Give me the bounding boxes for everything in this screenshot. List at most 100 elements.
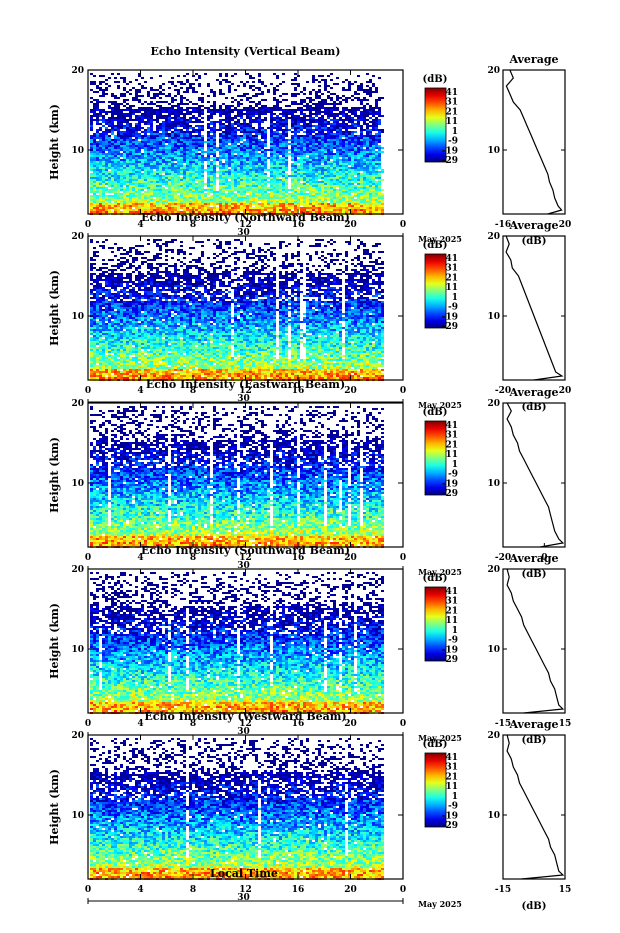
colorbar-tick: 21 xyxy=(445,107,458,117)
x-tick-label: 0 xyxy=(400,220,406,230)
day-label: 30 xyxy=(237,893,250,903)
x-tick-label: 0 xyxy=(400,386,406,396)
colorbar-tick: 1 xyxy=(452,460,458,470)
x-tick-label: 4 xyxy=(137,719,143,729)
heatmap-cells xyxy=(90,73,384,215)
avg-x-tick-label: 20 xyxy=(559,220,572,230)
x-tick-label: 0 xyxy=(85,885,91,895)
panel-title: Echo Intensity (Northward Beam) xyxy=(141,211,350,224)
x-tick-label: 16 xyxy=(292,885,305,895)
y-tick-label: 10 xyxy=(71,645,84,655)
average-profile-line xyxy=(507,569,563,713)
colorbar-tick: -19 xyxy=(442,645,458,655)
colorbar-tick: -19 xyxy=(442,146,458,156)
colorbar-tick: 41 xyxy=(445,421,458,431)
colorbar-tick: 31 xyxy=(445,264,458,274)
colorbar-unit: (dB) xyxy=(423,407,448,418)
colorbar-tick: -9 xyxy=(448,636,458,646)
avg-y-tick-label: 20 xyxy=(487,66,500,76)
colorbar-tick: 21 xyxy=(445,273,458,283)
y-tick-label: 10 xyxy=(71,312,84,322)
colorbar-tick: 31 xyxy=(445,763,458,773)
avg-y-tick-label: 10 xyxy=(487,146,500,156)
colorbar-tick: -9 xyxy=(448,303,458,313)
average-profile-line xyxy=(507,403,563,547)
colorbar-tick: -9 xyxy=(448,802,458,812)
avg-y-tick-label: 10 xyxy=(487,479,500,489)
y-axis-label: Height (km) xyxy=(48,437,61,513)
y-axis-label: Height (km) xyxy=(48,769,61,845)
avg-y-tick-label: 10 xyxy=(487,312,500,322)
avg-y-tick-label: 20 xyxy=(487,399,500,409)
colorbar-tick: 1 xyxy=(452,127,458,137)
colorbar-tick: 41 xyxy=(445,753,458,763)
colorbar-tick: 11 xyxy=(445,616,458,626)
average-title: Average xyxy=(508,718,558,731)
avg-y-tick-label: 10 xyxy=(487,645,500,655)
colorbar-tick: 11 xyxy=(445,450,458,460)
colorbar-unit: (dB) xyxy=(423,739,448,750)
heatmap-cells xyxy=(90,572,384,714)
colorbar-unit: (dB) xyxy=(423,240,448,251)
avg-y-tick-label: 20 xyxy=(487,565,500,575)
avg-y-tick-label: 20 xyxy=(487,232,500,242)
y-axis-label: Height (km) xyxy=(48,270,61,346)
y-axis-label: Height (km) xyxy=(48,603,61,679)
panel-title: Echo Intensity (Southward Beam) xyxy=(141,544,350,557)
y-axis-label: Height (km) xyxy=(48,104,61,180)
colorbar-tick: -29 xyxy=(442,322,458,332)
x-tick-label: 0 xyxy=(400,719,406,729)
y-tick-label: 20 xyxy=(71,66,84,76)
avg-y-tick-label: 20 xyxy=(487,731,500,741)
colorbar-unit: (dB) xyxy=(423,573,448,584)
echo-panel-5: Echo Intensity (Westward Beam)1020Height… xyxy=(48,710,571,912)
colorbar-tick: 11 xyxy=(445,782,458,792)
panel-title: Echo Intensity (Vertical Beam) xyxy=(150,45,340,58)
colorbar-tick: 41 xyxy=(445,587,458,597)
heatmap-cells xyxy=(90,738,384,880)
colorbar-tick: 21 xyxy=(445,440,458,450)
average-title: Average xyxy=(508,219,558,232)
panel-title: Echo Intensity (Eastward Beam) xyxy=(146,378,345,391)
avg-x-tick-label: 15 xyxy=(559,885,572,895)
avg-x-label: (dB) xyxy=(522,402,547,413)
y-tick-label: 20 xyxy=(71,232,84,242)
avg-x-label: (dB) xyxy=(522,569,547,580)
avg-x-tick-label: 15 xyxy=(559,719,572,729)
average-frame xyxy=(503,236,565,380)
heatmap-cells xyxy=(90,406,384,548)
average-title: Average xyxy=(508,552,558,565)
colorbar-tick: 1 xyxy=(452,792,458,802)
x-tick-label: 4 xyxy=(137,386,143,396)
month-label: May 2025 xyxy=(418,899,462,909)
y-tick-label: 10 xyxy=(71,146,84,156)
colorbar-tick: 31 xyxy=(445,431,458,441)
y-tick-label: 10 xyxy=(71,479,84,489)
y-tick-label: 20 xyxy=(71,731,84,741)
colorbar-tick: -29 xyxy=(442,489,458,499)
average-title: Average xyxy=(508,53,558,66)
x-tick-label: 0 xyxy=(85,386,91,396)
avg-x-tick-label: -15 xyxy=(495,885,511,895)
colorbar-tick: 11 xyxy=(445,283,458,293)
avg-y-tick-label: 10 xyxy=(487,811,500,821)
average-profile-line xyxy=(507,735,563,879)
avg-x-label: (dB) xyxy=(522,236,547,247)
y-tick-label: 20 xyxy=(71,399,84,409)
heatmap-cells xyxy=(90,239,384,381)
x-tick-label: 20 xyxy=(344,885,357,895)
x-tick-label: 0 xyxy=(85,719,91,729)
average-frame xyxy=(503,403,565,547)
colorbar-tick: -19 xyxy=(442,479,458,489)
colorbar-tick: 11 xyxy=(445,117,458,127)
avg-x-label: (dB) xyxy=(522,901,547,912)
colorbar-tick: -29 xyxy=(442,156,458,166)
avg-x-tick-label: 20 xyxy=(559,386,572,396)
x-tick-label: 20 xyxy=(344,386,357,396)
y-tick-label: 10 xyxy=(71,811,84,821)
x-tick-label: 0 xyxy=(85,220,91,230)
x-tick-label: 0 xyxy=(85,553,91,563)
average-profile-line xyxy=(506,236,562,380)
